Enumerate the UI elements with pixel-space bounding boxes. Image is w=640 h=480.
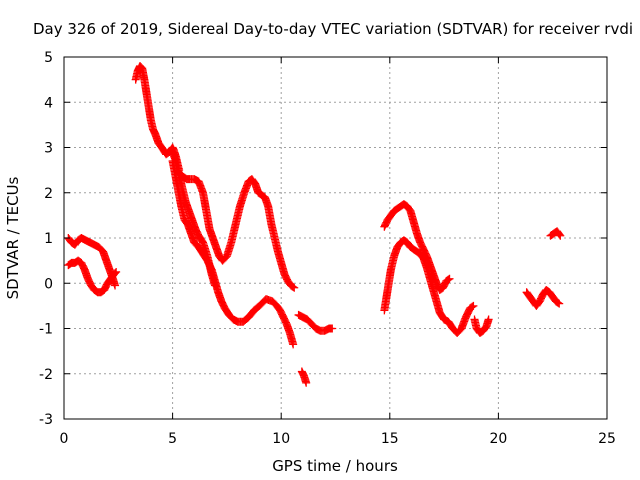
series-arc-7: [297, 367, 311, 387]
x-tick-label: 10: [272, 431, 290, 447]
y-tick-label: -1: [39, 322, 53, 338]
x-tick-label: 20: [489, 431, 507, 447]
x-tick-label: 25: [598, 431, 616, 447]
y-tick-label: 2: [44, 186, 53, 202]
y-tick-label: -2: [39, 367, 53, 383]
axis-ticks: 0 5 10 15 20 25 -3 -2 -1 0 1 2 3 4 5: [39, 50, 616, 447]
data-point: [111, 269, 120, 278]
series-arc-4: [172, 166, 299, 292]
series-arc-11: [470, 315, 493, 338]
x-tick-label: 0: [60, 431, 69, 447]
data-point: [444, 275, 453, 284]
y-axis-label: SDTVAR / TECUs: [4, 176, 22, 299]
series-arc-2: [64, 256, 121, 297]
x-tick-label: 15: [381, 431, 399, 447]
y-tick-label: 5: [44, 50, 53, 66]
y-tick-label: 3: [44, 141, 53, 157]
data-point: [445, 274, 454, 283]
data-point: [484, 315, 493, 324]
data-point: [555, 230, 564, 239]
data-point: [111, 281, 120, 290]
series-arc-6: [168, 148, 219, 290]
data-point: [469, 301, 478, 310]
data-point: [210, 281, 219, 290]
chart-title: Day 326 of 2019, Sidereal Day-to-day VTE…: [33, 20, 633, 38]
data-point: [112, 267, 121, 276]
x-axis-label: GPS time / hours: [272, 457, 398, 475]
data-point: [554, 298, 563, 307]
series-arc-12: [522, 286, 564, 310]
y-tick-label: -3: [39, 412, 53, 428]
y-tick-label: 1: [44, 231, 53, 247]
data-point: [289, 283, 298, 292]
data-point: [555, 299, 564, 308]
data-point: [556, 231, 565, 240]
series-arc-10: [380, 236, 478, 338]
series-arc-13: [546, 227, 565, 240]
series-arc-8: [294, 310, 337, 335]
y-tick-label: 4: [44, 95, 53, 111]
data-point: [302, 378, 311, 387]
series-arc-5: [168, 157, 298, 349]
x-tick-label: 5: [168, 431, 177, 447]
y-tick-label: 0: [44, 276, 53, 292]
data-point: [289, 340, 298, 349]
data-point: [290, 283, 299, 292]
data-point: [468, 302, 477, 311]
data-points: [64, 62, 565, 387]
data-point: [328, 324, 337, 333]
